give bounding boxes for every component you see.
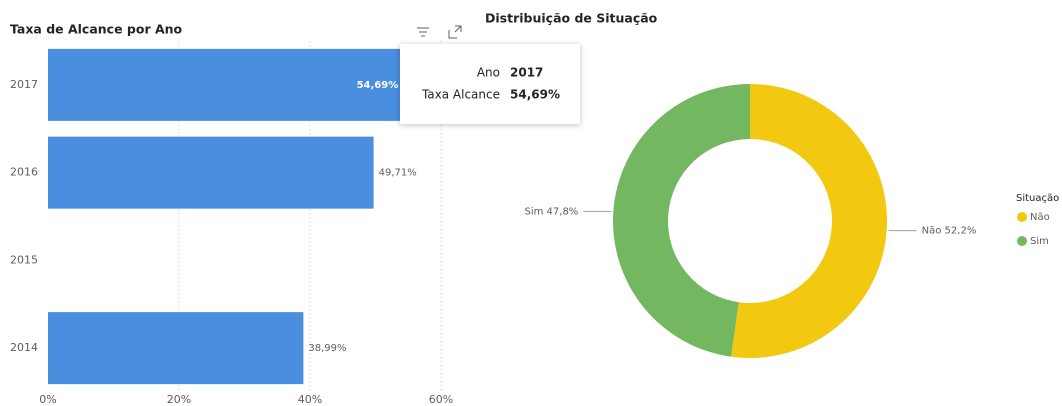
donut-slice xyxy=(731,84,888,358)
filter-icon[interactable] xyxy=(417,27,429,37)
x-tick-label: 40% xyxy=(298,393,322,406)
legend-entry: Sim xyxy=(1030,236,1049,247)
tooltip-value: 54,69% xyxy=(510,88,560,102)
data-label: Não 52,2% xyxy=(922,226,977,237)
x-tick-label: 60% xyxy=(429,393,453,406)
tooltip: Ano 2017 Taxa Alcance 54,69% xyxy=(400,44,580,124)
tooltip-label: Taxa Alcance xyxy=(421,88,500,102)
donut-chart-title: Distribuição de Situação xyxy=(485,11,658,26)
tooltip-label: Ano xyxy=(477,66,500,80)
tooltip-value: 2017 xyxy=(510,66,543,80)
bar xyxy=(48,136,374,209)
bar-chart-title: Taxa de Alcance por Ano xyxy=(10,22,183,37)
donut-slice xyxy=(613,84,750,357)
legend-swatch xyxy=(1017,236,1027,246)
data-label: Sim 47,8% xyxy=(525,206,579,217)
bar xyxy=(48,48,407,121)
legend-title: Situação xyxy=(1016,193,1059,204)
data-label: 38,99% xyxy=(308,343,346,354)
x-tick-label: 20% xyxy=(167,393,191,406)
data-label: 49,71% xyxy=(379,168,417,179)
focus-mode-icon[interactable] xyxy=(448,25,462,39)
y-tick-label: 2015 xyxy=(10,253,38,266)
y-tick-label: 2017 xyxy=(10,78,38,91)
legend-entry: Não xyxy=(1030,212,1050,223)
data-label: 54,69% xyxy=(357,80,399,91)
y-tick-label: 2014 xyxy=(10,341,38,354)
x-tick-label: 0% xyxy=(39,393,56,406)
bar xyxy=(48,312,304,385)
tooltip-box xyxy=(400,44,580,124)
legend-swatch xyxy=(1017,212,1027,222)
y-tick-label: 2016 xyxy=(10,166,38,179)
